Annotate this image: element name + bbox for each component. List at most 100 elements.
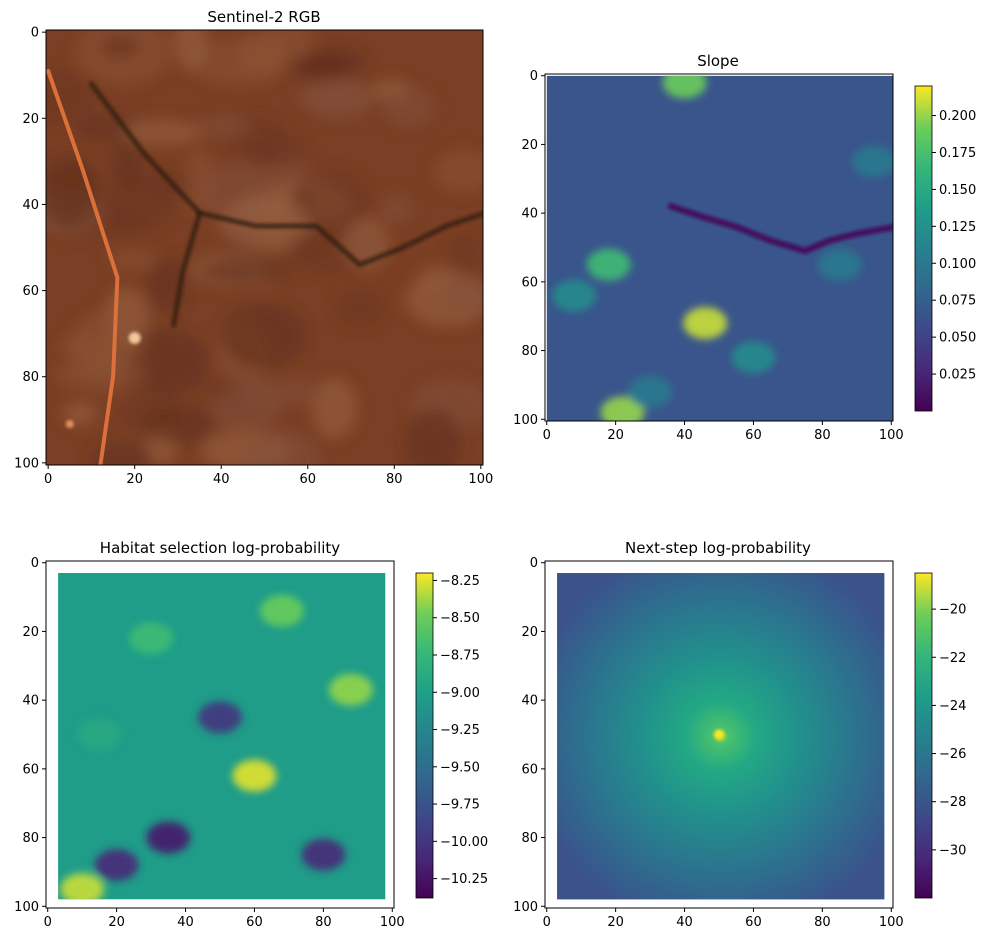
- x-tick-label: 80: [386, 472, 403, 487]
- heatmap-hotspot: [146, 821, 191, 854]
- terrain-patch: [173, 30, 208, 71]
- x-tick-label: 100: [380, 915, 405, 930]
- panel-next-step: Next-step log-probability 0 20 40 60 80 100 0 2…: [513, 539, 966, 930]
- colorbar-tick-label: 0.025: [939, 368, 976, 383]
- terrain-patch: [101, 35, 138, 57]
- colorbar-ticks: −30 −28 −26 −24 −22 −20: [932, 603, 966, 858]
- plot-frame: [45, 29, 484, 466]
- heatmap-hotspot: [552, 279, 597, 312]
- y-tick-label: 0: [31, 556, 39, 571]
- heatmap-field: [546, 75, 893, 421]
- terrain-patch: [439, 276, 483, 314]
- heatmap-hotspot: [628, 375, 673, 408]
- terrain-texture: [46, 30, 483, 465]
- heatmap-hotspot: [600, 396, 645, 421]
- colorbar-ticks: −10.25 −10.00 −9.75 −9.50 −9.25 −9.00 −8.75 −8.…: [433, 574, 488, 887]
- y-tick-label: 80: [521, 831, 538, 846]
- colorbar-tick-label: −8.25: [440, 574, 480, 589]
- y-tick-label: 20: [22, 625, 39, 640]
- y-tick-label: 20: [521, 138, 538, 153]
- terrain-patch: [334, 289, 384, 328]
- terrain-patch: [405, 408, 462, 465]
- colorbar-tick-label: −22: [939, 651, 966, 666]
- heatmap-hotspot: [77, 718, 122, 751]
- y-tick-label: 20: [521, 625, 538, 640]
- terrain-patch: [289, 170, 373, 230]
- y-tick-label: 100: [14, 456, 39, 471]
- panel-title: Next-step log-probability: [625, 539, 811, 557]
- y-tick-label: 80: [22, 370, 39, 385]
- terrain-patch: [433, 148, 483, 194]
- terrain-patch: [143, 404, 216, 445]
- terrain-patch: [89, 442, 152, 465]
- axes-ticks: 0 20 40 60 80 100 0 20 40 60 80 100: [14, 556, 405, 930]
- x-tick-label: 20: [126, 472, 143, 487]
- x-tick-label: 0: [543, 428, 551, 443]
- drainage-line: [88, 81, 483, 268]
- terrain-patch: [220, 302, 307, 369]
- heatmap-hotspot: [94, 849, 139, 882]
- heatmap-hotspot: [232, 759, 277, 792]
- colorbar-tick-label: 0.200: [939, 109, 976, 124]
- terrain-patch: [111, 137, 144, 188]
- heatmap-hotspot: [198, 701, 242, 734]
- axes-ticks: 0 20 40 60 80 100 0 20 40 60 80 100: [513, 69, 904, 443]
- heatmap-hotspot: [60, 873, 105, 900]
- x-tick-label: 0: [44, 472, 52, 487]
- terrain-patch: [75, 30, 171, 87]
- colorbar-tick-label: 0.150: [939, 183, 976, 198]
- slope-heatmap: [546, 75, 893, 421]
- colorbar-tick-label: −26: [939, 747, 966, 762]
- terrain-patch: [219, 195, 312, 252]
- y-tick-label: 60: [22, 284, 39, 299]
- colorbar-tick-label: 0.075: [939, 294, 976, 309]
- colorbar-ticks: 0.025 0.050 0.075 0.100 0.125 0.150 0.175 0.200: [932, 109, 976, 383]
- plot-frame: [544, 560, 894, 909]
- road-line: [46, 68, 120, 465]
- x-tick-label: 80: [814, 428, 831, 443]
- terrain-patch: [198, 258, 292, 284]
- y-tick-label: 60: [521, 275, 538, 290]
- y-tick-label: 40: [22, 198, 39, 213]
- colorbar-tick-label: −9.75: [440, 798, 480, 813]
- y-tick-label: 60: [521, 762, 538, 777]
- x-tick-label: 20: [607, 915, 624, 930]
- y-tick-label: 40: [22, 694, 39, 709]
- next-step-heatmap: [545, 561, 893, 908]
- colorbar-tick-label: 0.125: [939, 220, 976, 235]
- heatmap-hotspot: [817, 248, 862, 281]
- axes-ticks: 0 20 40 60 80 100 0 20 40 60 80 100: [513, 556, 904, 930]
- heatmap-hotspot: [301, 838, 346, 871]
- x-tick-label: 80: [315, 915, 332, 930]
- colorbar: [914, 85, 933, 412]
- colorbar-tick-label: −30: [939, 843, 966, 858]
- x-tick-label: 20: [108, 915, 125, 930]
- terrain-patch: [449, 234, 482, 274]
- x-tick-label: 40: [676, 915, 693, 930]
- colorbar-tick-label: −8.50: [440, 611, 480, 626]
- x-tick-label: 60: [745, 428, 762, 443]
- terrain-patch: [289, 54, 348, 81]
- x-tick-label: 40: [676, 428, 693, 443]
- colorbar-tick-label: −8.75: [440, 648, 480, 663]
- plot-frame: [544, 73, 894, 422]
- x-tick-label: 20: [607, 428, 624, 443]
- colorbar-tick-label: −10.25: [440, 872, 488, 887]
- colorbar-tick-label: 0.100: [939, 257, 976, 272]
- x-tick-label: 0: [44, 915, 52, 930]
- y-tick-label: 80: [521, 344, 538, 359]
- x-tick-label: 40: [177, 915, 194, 930]
- x-tick-label: 100: [879, 915, 904, 930]
- colorbar-tick-label: −9.00: [440, 686, 480, 701]
- panel-slope: Slope 0 20 40 60 80 100 0 20 40 60 80 100 0.025 0.05…: [513, 52, 976, 443]
- heatmap-hotspot: [260, 594, 305, 627]
- x-tick-label: 60: [246, 915, 263, 930]
- x-tick-label: 60: [299, 472, 316, 487]
- y-tick-label: 100: [513, 413, 538, 428]
- rgb-image: [46, 30, 483, 465]
- heatmap-base: [546, 75, 893, 421]
- y-tick-label: 60: [22, 762, 39, 777]
- heatmap-hotspot: [683, 307, 728, 340]
- x-tick-label: 40: [213, 472, 230, 487]
